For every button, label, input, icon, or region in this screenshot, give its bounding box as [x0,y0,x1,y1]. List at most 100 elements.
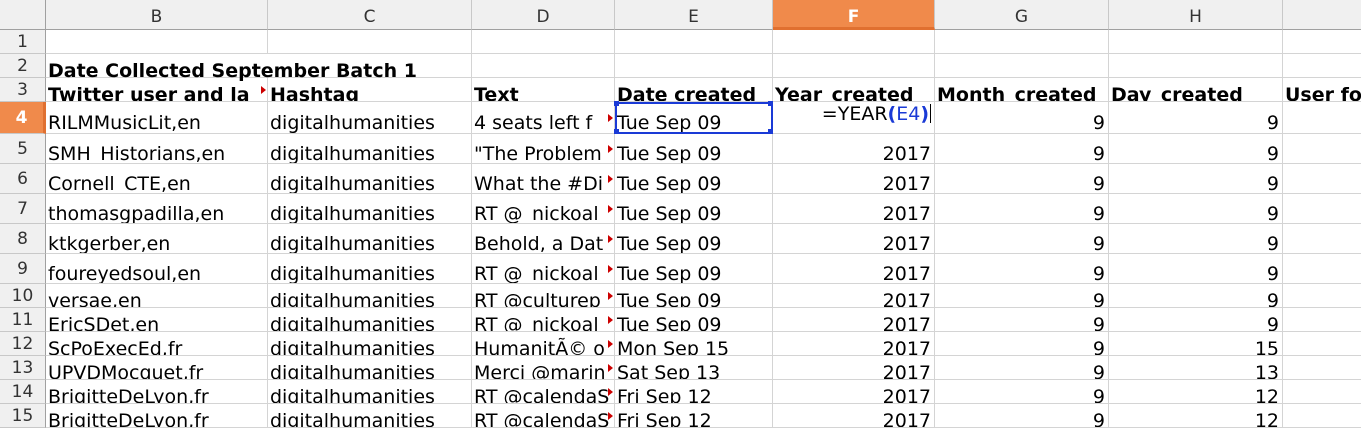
selection-handle[interactable] [614,129,619,134]
row-header-4[interactable]: 4 [0,102,46,134]
cell-E12[interactable]: Mon Sep 15 [615,332,773,356]
cell-D10[interactable]: RT @culturep [472,284,615,308]
cell-B2[interactable]: Date Collected September Batch 1 [46,54,417,82]
column-header-F[interactable]: F [773,0,935,30]
cell-C6[interactable]: digitalhumanities [268,164,472,194]
column-header-H[interactable]: H [1109,0,1283,30]
cell-D12[interactable]: HumanitÃ© o [472,332,615,356]
row-header-9[interactable]: 9 [0,254,46,284]
cell-D14[interactable]: RT @calendaS [472,380,615,404]
row-header-11[interactable]: 11 [0,308,46,332]
row-header-1[interactable]: 1 [0,30,46,54]
cell-H5[interactable]: 9 [1109,134,1283,164]
cell-C10[interactable]: digitalhumanities [268,284,472,308]
column-header-B[interactable]: B [46,0,268,30]
cell-H7[interactable]: 9 [1109,194,1283,224]
cell-F4-editing[interactable]: =YEAR(E4) [773,102,935,134]
cell-I6[interactable] [1283,164,1361,194]
cell-D8[interactable]: Behold, a Dat [472,224,615,254]
row-header-3[interactable]: 3 [0,78,46,102]
cell-F7[interactable]: 2017 [773,194,935,224]
cell-F2[interactable] [773,54,935,78]
cell-E14[interactable]: Fri Sep 12 [615,380,773,404]
cell-G4[interactable]: 9 [935,102,1109,134]
cell-G1[interactable] [935,30,1109,54]
cell-C11[interactable]: digitalhumanities [268,308,472,332]
cell-D4[interactable]: 4 seats left f [472,102,615,134]
cell-I12[interactable] [1283,332,1361,356]
cell-F14[interactable]: 2017 [773,380,935,404]
cell-C13[interactable]: digitalhumanities [268,356,472,380]
cell-G14[interactable]: 9 [935,380,1109,404]
row-header-7[interactable]: 7 [0,194,46,224]
cell-D6[interactable]: What the #Di [472,164,615,194]
cell-H4[interactable]: 9 [1109,102,1283,134]
cell-G10[interactable]: 9 [935,284,1109,308]
cell-H14[interactable]: 12 [1109,380,1283,404]
select-all-corner[interactable] [0,0,46,30]
row-header-10[interactable]: 10 [0,284,46,308]
cell-D15[interactable]: RT @calendaS [472,404,615,428]
cell-H2[interactable] [1109,54,1283,78]
cell-E8[interactable]: Tue Sep 09 [615,224,773,254]
row-header-8[interactable]: 8 [0,224,46,254]
cell-I14[interactable] [1283,380,1361,404]
cell-H11[interactable]: 9 [1109,308,1283,332]
cell-B4[interactable]: RILMMusicLit,en [46,102,268,134]
cell-I11[interactable] [1283,308,1361,332]
cell-B6[interactable]: Cornell_CTE,en [46,164,268,194]
cell-D9[interactable]: RT @_nickoal_ [472,254,615,284]
cell-E9[interactable]: Tue Sep 09 [615,254,773,284]
column-header-E[interactable]: E [615,0,773,30]
cell-G13[interactable]: 9 [935,356,1109,380]
cell-I9[interactable] [1283,254,1361,284]
cell-H15[interactable]: 12 [1109,404,1283,428]
column-header-C[interactable]: C [268,0,472,30]
row-header-12[interactable]: 12 [0,332,46,356]
cell-D5[interactable]: "The Problem [472,134,615,164]
cell-B8[interactable]: ktkgerber,en [46,224,268,254]
cell-H12[interactable]: 15 [1109,332,1283,356]
cell-B1[interactable] [46,30,268,54]
cell-C7[interactable]: digitalhumanities [268,194,472,224]
cell-F12[interactable]: 2017 [773,332,935,356]
cell-H1[interactable] [1109,30,1283,54]
cell-I10[interactable] [1283,284,1361,308]
cell-D11[interactable]: RT @_nickoal_ [472,308,615,332]
cell-F6[interactable]: 2017 [773,164,935,194]
cell-B3[interactable]: Twitter user and la [46,78,268,102]
cell-I4[interactable] [1283,102,1361,134]
cell-F11[interactable]: 2017 [773,308,935,332]
cell-C8[interactable]: digitalhumanities [268,224,472,254]
row-header-5[interactable]: 5 [0,134,46,164]
cell-I13[interactable] [1283,356,1361,380]
cell-H13[interactable]: 13 [1109,356,1283,380]
cell-D3[interactable]: Text [472,78,615,102]
cell-I15[interactable] [1283,404,1361,428]
cell-E10[interactable]: Tue Sep 09 [615,284,773,308]
cell-C9[interactable]: digitalhumanities [268,254,472,284]
cell-F5[interactable]: 2017 [773,134,935,164]
cell-C14[interactable]: digitalhumanities [268,380,472,404]
cell-B7[interactable]: thomasgpadilla,en [46,194,268,224]
cell-B5[interactable]: SMH_Historians,en [46,134,268,164]
cell-G5[interactable]: 9 [935,134,1109,164]
column-header-G[interactable]: G [935,0,1109,30]
cell-B10[interactable]: versae,en [46,284,268,308]
cell-D2[interactable] [472,54,615,78]
row-header-15[interactable]: 15 [0,404,46,428]
cell-B14[interactable]: BrigitteDeLyon,fr [46,380,268,404]
cell-G11[interactable]: 9 [935,308,1109,332]
cell-E7[interactable]: Tue Sep 09 [615,194,773,224]
cell-E13[interactable]: Sat Sep 13 [615,356,773,380]
cell-I5[interactable] [1283,134,1361,164]
cell-H8[interactable]: 9 [1109,224,1283,254]
cell-F1[interactable] [773,30,935,54]
cell-E4[interactable]: Tue Sep 09 [615,102,773,134]
cell-G9[interactable]: 9 [935,254,1109,284]
cell-C1[interactable] [268,30,472,54]
cell-C15[interactable]: digitalhumanities [268,404,472,428]
cell-H9[interactable]: 9 [1109,254,1283,284]
cell-C5[interactable]: digitalhumanities [268,134,472,164]
cell-I2[interactable] [1283,54,1361,78]
